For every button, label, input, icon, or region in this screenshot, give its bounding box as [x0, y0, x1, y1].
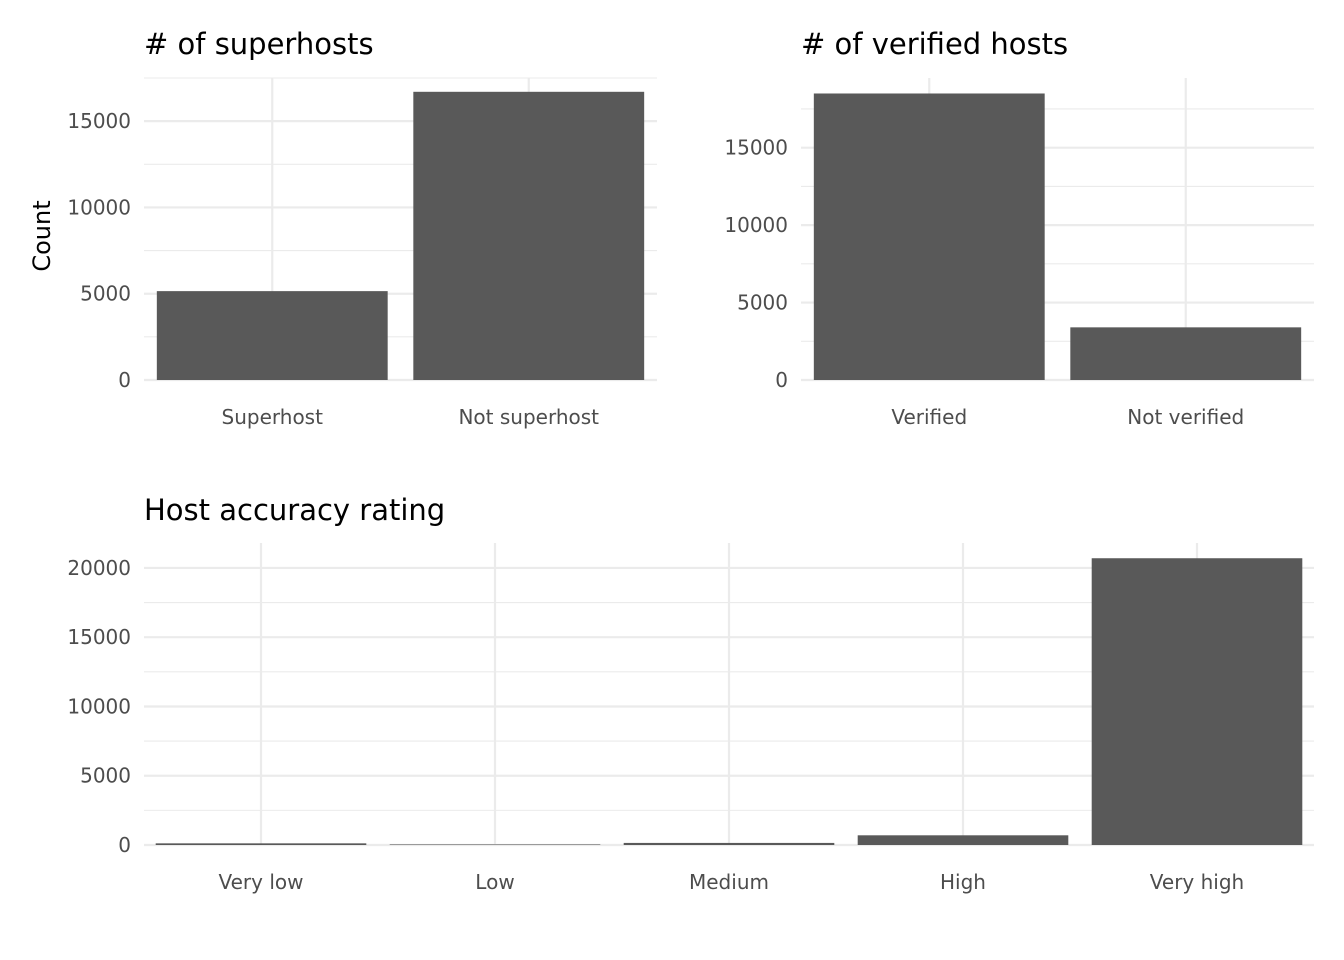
bar-very-high: [1091, 558, 1303, 845]
bar-medium: [623, 842, 835, 845]
y-tick-label: 0: [775, 368, 788, 392]
bar-very-low: [155, 843, 367, 845]
y-tick-label: 10000: [724, 213, 788, 237]
plot-area-superhosts: 0 5000 10000 15000 Superhost Not superhost: [67, 77, 657, 429]
panel-verified-hosts: # of verified hosts 0 5000 10000 15000 Verif…: [724, 27, 1314, 429]
bar-superhost: [156, 291, 388, 380]
x-tick-label: Low: [475, 870, 514, 894]
x-tick-label: Verified: [891, 405, 967, 429]
x-tick-label: Medium: [689, 870, 769, 894]
chart-title: Host accuracy rating: [144, 493, 445, 527]
panel-superhosts: # of superhosts Count 0 5000 10000 15000 Sup…: [28, 27, 657, 429]
y-tick-label: 5000: [737, 291, 788, 315]
bar-high: [857, 835, 1069, 845]
y-tick-label: 10000: [67, 694, 131, 718]
bar-verified: [813, 93, 1045, 380]
y-tick-label: 15000: [67, 625, 131, 649]
y-tick-label: 5000: [80, 764, 131, 788]
bar-not-superhost: [413, 91, 645, 380]
plot-area-verified-hosts: 0 5000 10000 15000 Verified Not verified: [724, 78, 1314, 429]
chart-title: # of verified hosts: [801, 27, 1068, 61]
chart-title: # of superhosts: [144, 27, 374, 61]
y-axis-title: Count: [28, 200, 56, 271]
x-tick-label: Very low: [219, 870, 304, 894]
y-tick-label: 20000: [67, 556, 131, 580]
y-tick-label: 15000: [67, 109, 131, 133]
x-tick-label: Not superhost: [458, 405, 599, 429]
x-tick-label: Superhost: [222, 405, 324, 429]
x-tick-label: High: [940, 870, 986, 894]
plot-area-accuracy-rating: 0 5000 10000 15000 20000 Very low Low Medium Hig…: [67, 543, 1314, 894]
panel-accuracy-rating: Host accuracy rating 0 5000 10000 15000 2000…: [67, 493, 1314, 894]
y-tick-label: 0: [118, 368, 131, 392]
bar-not-verified: [1070, 327, 1302, 380]
y-tick-label: 10000: [67, 195, 131, 219]
bar-low: [389, 844, 601, 845]
y-tick-label: 5000: [80, 282, 131, 306]
y-tick-label: 15000: [724, 136, 788, 160]
x-tick-label: Very high: [1150, 870, 1244, 894]
x-tick-label: Not verified: [1127, 405, 1244, 429]
y-tick-label: 0: [118, 833, 131, 857]
